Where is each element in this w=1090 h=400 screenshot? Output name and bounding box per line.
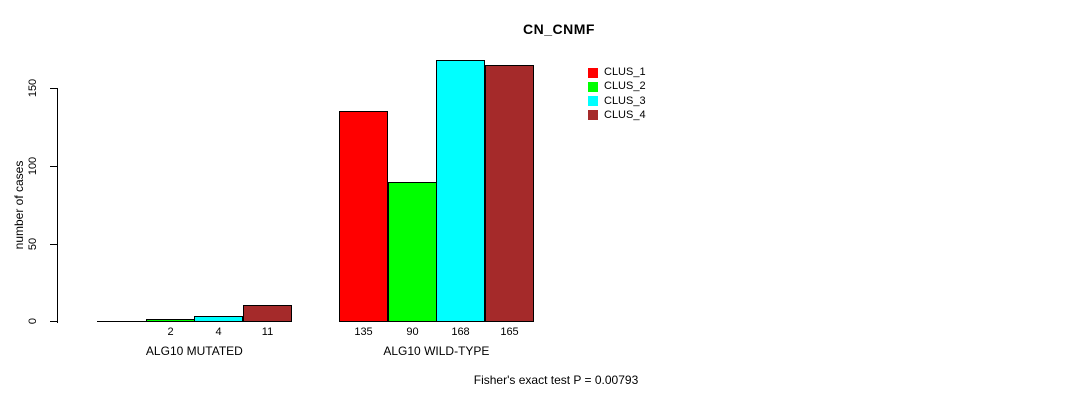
bar-clus_3-mutated [194,316,243,322]
chart-title: CN_CNMF [523,21,595,37]
legend-label: CLUS_2 [604,80,646,93]
legend-item-clus_1: CLUS_1 [588,67,646,78]
bar-count-label: 11 [261,326,274,338]
legend-label: CLUS_1 [604,66,646,78]
legend-item-clus_3: CLUS_3 [588,94,646,107]
legend-item-clus_2: CLUS_2 [588,81,646,92]
y-tick-label: 50 [27,237,39,251]
y-axis-line [57,88,58,323]
bar-count-label: 2 [167,326,174,338]
category-label: ALG10 WILD-TYPE [383,344,490,358]
y-tick-label: 100 [27,156,39,176]
fisher-test-annotation: Fisher's exact test P = 0.00793 [473,373,639,387]
y-axis-label: number of cases [12,160,26,250]
bar-clus_1-mutated-zero [97,321,146,322]
y-tick-mark [50,321,57,322]
y-tick-mark [50,244,57,245]
bar-clus_2-mutated [146,319,195,322]
legend-swatch-clus_1 [588,67,598,78]
bar-count-label: 4 [215,326,222,338]
bar-count-label: 90 [406,326,419,338]
bar-clus_3-wildtype [436,60,485,322]
y-tick-label: 150 [27,78,39,98]
bar-clus_2-wildtype [388,182,437,322]
bar-count-label: 135 [354,326,373,338]
y-tick-mark [50,88,57,89]
legend-swatch-clus_2 [588,81,598,92]
bar-clus_1-wildtype [339,111,388,322]
legend-label: CLUS_3 [604,94,646,107]
bar-clus_4-mutated [243,305,292,322]
bar-clus_4-wildtype [485,65,534,322]
category-label: ALG10 MUTATED [145,344,243,358]
legend-label: CLUS_4 [604,108,646,121]
legend-swatch-clus_4 [588,110,598,121]
bar-count-label: 165 [500,326,519,338]
y-tick-label: 0 [27,317,39,325]
bar-count-label: 168 [451,326,470,338]
legend-item-clus_4: CLUS_4 [588,108,646,121]
legend-swatch-clus_3 [588,96,598,107]
y-tick-mark [50,166,57,167]
